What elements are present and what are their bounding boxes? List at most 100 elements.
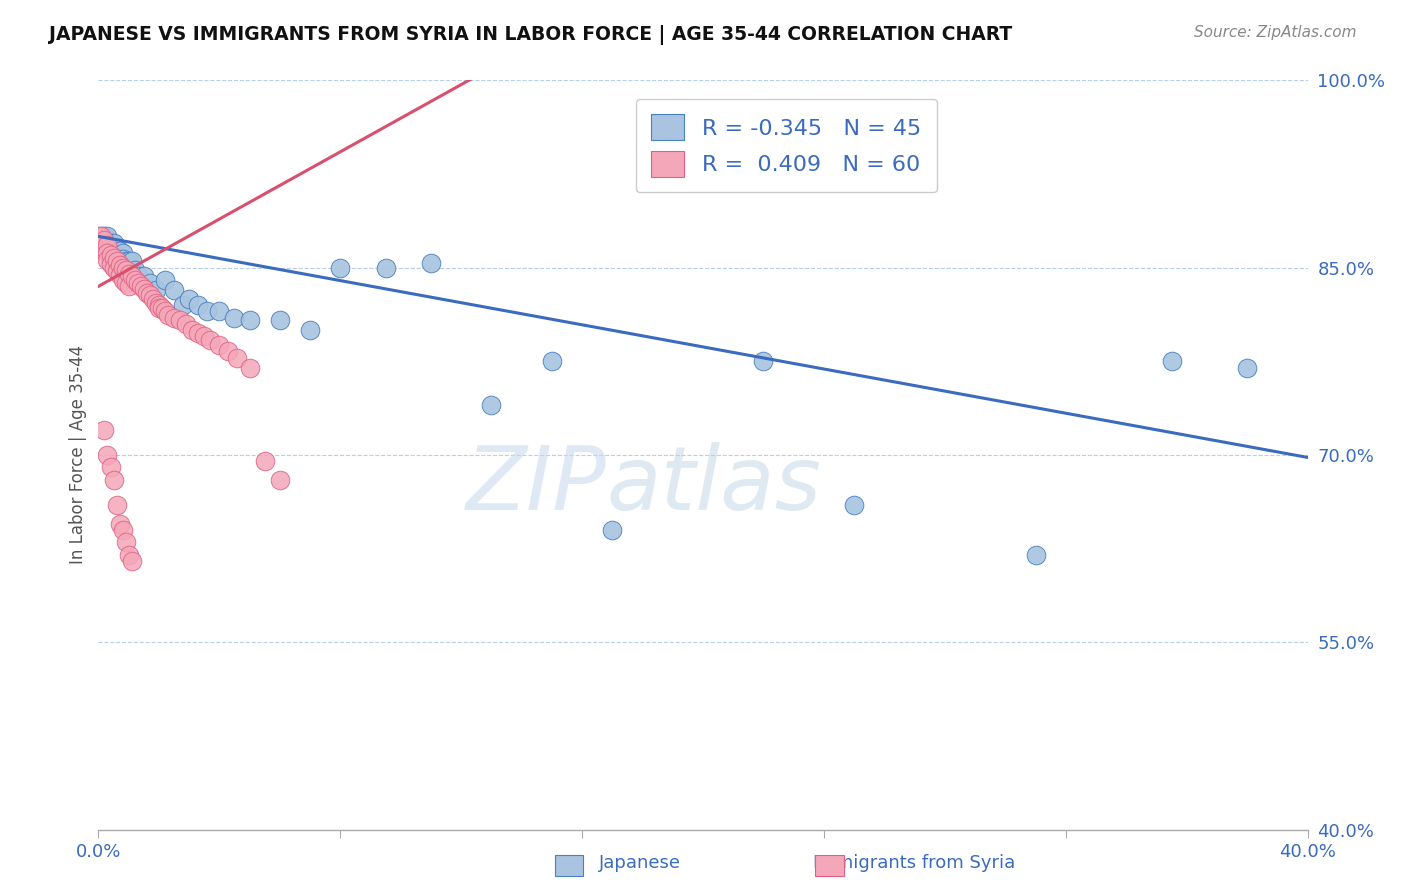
Point xyxy=(481,398,503,412)
Text: JAPANESE VS IMMIGRANTS FROM SYRIA IN LABOR FORCE | AGE 35-44 CORRELATION CHART: JAPANESE VS IMMIGRANTS FROM SYRIA IN LAB… xyxy=(49,25,1012,45)
Point xyxy=(374,260,396,275)
Point xyxy=(181,323,204,337)
Point xyxy=(299,323,322,337)
Point xyxy=(139,288,162,302)
Point xyxy=(179,292,201,306)
Point xyxy=(121,269,143,284)
Text: Source: ZipAtlas.com: Source: ZipAtlas.com xyxy=(1194,25,1357,40)
Point xyxy=(105,264,128,278)
Point xyxy=(90,235,112,250)
Point xyxy=(105,498,128,512)
Point xyxy=(96,235,118,250)
Point xyxy=(111,273,134,287)
Point xyxy=(111,523,134,537)
Point xyxy=(105,242,128,256)
Point xyxy=(1160,354,1182,368)
Point xyxy=(103,251,125,265)
Point xyxy=(100,235,122,250)
Point xyxy=(121,554,143,568)
Point xyxy=(114,535,136,549)
Point xyxy=(93,244,115,259)
Point xyxy=(269,473,291,487)
Point xyxy=(93,229,115,244)
Point xyxy=(239,360,262,375)
Point xyxy=(108,516,131,531)
Text: Immigrants from Syria: Immigrants from Syria xyxy=(813,855,1015,872)
Point xyxy=(602,523,624,537)
Text: Japanese: Japanese xyxy=(599,855,681,872)
Point xyxy=(153,304,176,318)
Point xyxy=(200,333,222,347)
Y-axis label: In Labor Force | Age 35-44: In Labor Force | Age 35-44 xyxy=(69,345,87,565)
Point xyxy=(103,260,125,275)
Point xyxy=(226,351,249,365)
Point xyxy=(100,257,122,271)
Point xyxy=(111,252,134,266)
Point xyxy=(100,460,122,475)
Point xyxy=(129,279,152,293)
Point xyxy=(93,233,115,247)
Point xyxy=(118,548,141,562)
Point xyxy=(145,295,167,310)
Point xyxy=(90,229,112,244)
Point xyxy=(124,263,146,277)
Legend: R = -0.345   N = 45, R =  0.409   N = 60: R = -0.345 N = 45, R = 0.409 N = 60 xyxy=(636,99,936,193)
Point xyxy=(139,276,162,290)
Point xyxy=(108,258,131,272)
Point xyxy=(93,242,115,256)
Point xyxy=(156,308,179,322)
Point xyxy=(239,313,262,327)
Point xyxy=(124,273,146,287)
Point xyxy=(329,260,352,275)
Point xyxy=(132,282,155,296)
Point xyxy=(127,276,149,290)
Point xyxy=(96,229,118,244)
Point xyxy=(187,326,209,340)
Point xyxy=(127,269,149,284)
Point xyxy=(96,238,118,252)
Point xyxy=(148,298,170,312)
Point xyxy=(118,267,141,281)
Point xyxy=(114,276,136,290)
Point xyxy=(169,313,191,327)
Point xyxy=(224,310,246,325)
Text: atlas: atlas xyxy=(606,442,821,528)
Point xyxy=(114,254,136,268)
Point xyxy=(100,242,122,256)
Point xyxy=(150,301,173,315)
Point xyxy=(148,301,170,315)
Point xyxy=(253,454,276,468)
Point xyxy=(105,251,128,265)
Point xyxy=(96,245,118,260)
Point xyxy=(420,255,443,269)
Point xyxy=(93,423,115,437)
Point xyxy=(87,242,110,256)
Point xyxy=(96,253,118,268)
Point xyxy=(103,235,125,250)
Point xyxy=(174,317,197,331)
Point xyxy=(208,304,231,318)
Point xyxy=(540,354,562,368)
Point xyxy=(90,229,112,244)
Point xyxy=(103,473,125,487)
Point xyxy=(269,313,291,327)
Point xyxy=(142,292,165,306)
Point xyxy=(172,298,194,312)
Point xyxy=(195,304,218,318)
Point xyxy=(118,279,141,293)
Point xyxy=(135,285,157,300)
Point xyxy=(132,269,155,284)
Point xyxy=(87,229,110,244)
Point xyxy=(844,498,866,512)
Text: ZIP: ZIP xyxy=(465,442,606,528)
Point xyxy=(111,260,134,275)
Point xyxy=(121,254,143,268)
Point xyxy=(118,254,141,268)
Point xyxy=(96,448,118,462)
Point xyxy=(105,254,128,268)
Point xyxy=(100,248,122,262)
Point xyxy=(163,310,186,325)
Point xyxy=(108,268,131,282)
Point xyxy=(1236,360,1258,375)
Point xyxy=(752,354,775,368)
